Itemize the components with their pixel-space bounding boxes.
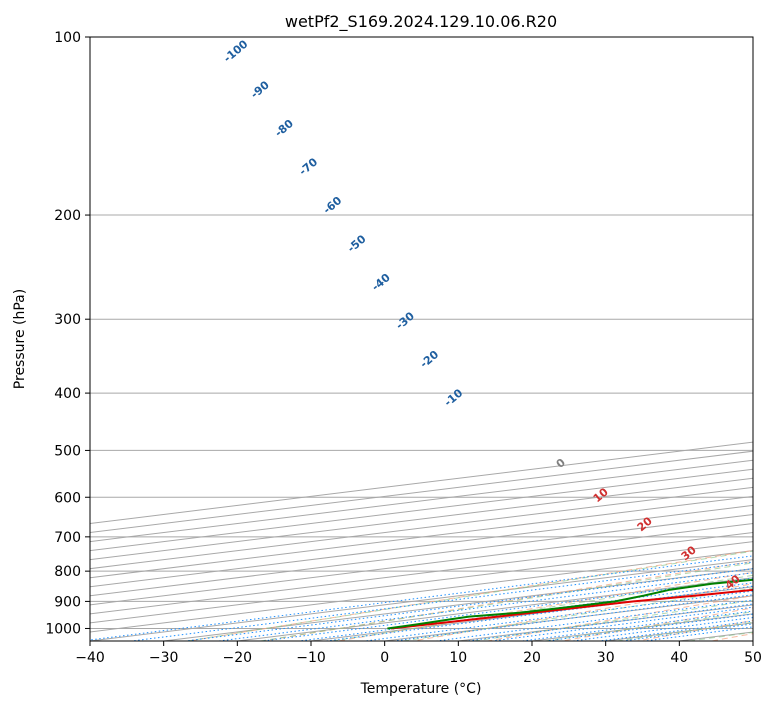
mixing-ratio-line: [394, 594, 753, 641]
mixing-ratio-line: [131, 561, 753, 641]
dry-adiabat-line: [487, 595, 753, 641]
y-tick-label: 300: [54, 312, 81, 328]
x-axis-label: Temperature (°C): [360, 681, 482, 697]
moist-adiabat-line: [403, 587, 753, 641]
isotherm-line: [90, 532, 753, 615]
dewpoint-profile-line: [387, 578, 753, 630]
x-tick-label: 50: [744, 650, 762, 666]
isotherm-line: [90, 513, 753, 597]
isotherm-line: [90, 468, 753, 552]
x-tick-label: −30: [149, 650, 179, 666]
y-tick-label: 800: [54, 564, 81, 580]
x-axis-ticks: −40 −30 −20 −10 0 10 20 30 40 50: [75, 641, 762, 666]
y-tick-label: 200: [54, 208, 81, 224]
y-axis-label: Pressure (hPa): [12, 289, 28, 389]
x-tick-label: 20: [523, 650, 541, 666]
isotherm-line: [90, 477, 753, 561]
x-tick-label: −20: [223, 650, 253, 666]
y-tick-label: 700: [54, 530, 81, 546]
isotherm-line: [90, 459, 753, 543]
y-axis-ticks: 100 200 300 400 500 600 700 800 900 1000: [45, 30, 90, 638]
x-tick-label: 10: [449, 650, 467, 666]
isotherm-line: [90, 486, 753, 570]
mixing-ratio-line: [90, 555, 753, 641]
mixing-ratio-line: [218, 572, 753, 641]
isotherm-line: [90, 495, 753, 579]
y-tick-label: 500: [54, 443, 81, 459]
y-tick-label: 100: [54, 30, 81, 46]
x-tick-label: 0: [380, 650, 389, 666]
y-tick-label: 900: [54, 594, 81, 610]
moist-adiabat-line: [332, 574, 753, 641]
x-tick-label: −10: [296, 650, 326, 666]
isotherm-line: [90, 522, 753, 606]
x-tick-label: 40: [670, 650, 688, 666]
background-lines: [90, 37, 753, 641]
chart-title: wetPf2_S169.2024.129.10.06.R20: [285, 12, 557, 32]
x-tick-label: 30: [597, 650, 615, 666]
x-tick-label: −40: [75, 650, 105, 666]
y-tick-label: 1000: [45, 622, 81, 638]
plot-frame: [89, 36, 754, 642]
y-tick-label: 600: [54, 490, 81, 506]
dry-adiabat-line: [338, 571, 753, 641]
y-tick-label: 400: [54, 386, 81, 402]
isotherm-line: [90, 504, 753, 588]
dry-adiabat-line: [263, 560, 753, 641]
profile-lines: [387, 578, 753, 630]
